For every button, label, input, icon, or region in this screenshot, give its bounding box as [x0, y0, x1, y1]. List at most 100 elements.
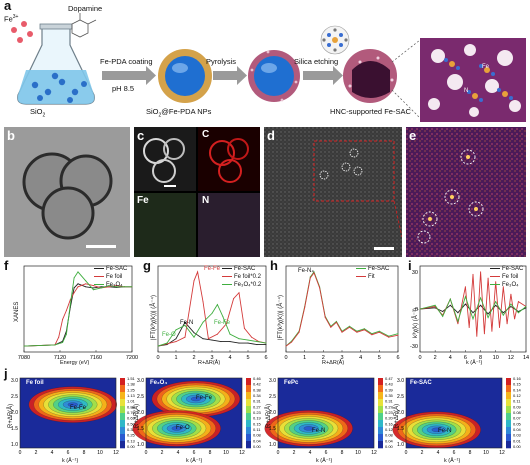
wt-ytick: 2.0	[137, 410, 144, 416]
wt-ylabel-4: R+ΔR(Å)	[394, 403, 400, 428]
sio2-fe-pda-np	[158, 49, 212, 103]
wt-colorbar-segment	[246, 420, 251, 428]
wt-peak-1: Fe-Fe	[70, 405, 87, 411]
wt-colorbar-segment	[378, 392, 383, 400]
wt-xtick: 0	[277, 450, 280, 456]
wt-ytick: 2.0	[269, 410, 276, 416]
chart-g-point	[184, 321, 186, 323]
wt-xtick: 8	[469, 450, 472, 456]
panel-label-d: d	[267, 128, 275, 143]
panel-label-h: h	[270, 258, 278, 273]
chart-i-point	[510, 293, 512, 295]
wt-colorbar-segment	[120, 427, 125, 435]
chart-i-xtick: 0	[418, 355, 421, 361]
wt-contour	[303, 426, 314, 431]
chart-h-series-1	[285, 271, 399, 347]
chart-h-point	[371, 334, 373, 336]
np-label: SiO2@Fe-PDA NPs	[146, 107, 212, 119]
wt-colorbar-label: 0.46	[253, 376, 262, 381]
wt-colorbar-label: 0.08	[385, 433, 394, 438]
wt-colorbar-label: 0.09	[513, 404, 522, 409]
chart-i-point	[510, 306, 512, 307]
chart-f-point	[58, 336, 60, 338]
chart-h-point	[319, 287, 321, 289]
panel-b-tem: b	[4, 127, 130, 257]
i-xlabel: k (Å⁻¹)	[466, 360, 483, 366]
wt-ytick: 3.0	[397, 378, 404, 384]
wt-colorbar-label: 0.19	[253, 416, 262, 421]
wt-colorbar-segment	[378, 413, 383, 421]
wt-xtick: 0	[19, 450, 22, 456]
wt-xtick: 4	[51, 450, 54, 456]
chart-f-point	[77, 283, 79, 285]
wt-colorbar-label: 1.25	[127, 387, 136, 392]
chart-f-frame	[23, 265, 133, 353]
panel-label-b: b	[7, 128, 15, 143]
chart-i-point	[483, 333, 485, 335]
chart-g-point	[238, 342, 240, 344]
wt-colorbar-label: 0.20	[385, 416, 394, 421]
chart-h-point	[349, 326, 350, 328]
chart-f-xtick: 7120	[54, 355, 66, 361]
panel-label-j: j	[4, 366, 8, 381]
wt-colorbar-segment	[120, 385, 125, 393]
chart-f-point	[85, 286, 87, 288]
h-legend-2: Fit	[356, 274, 375, 280]
wt-colorbar-segment	[120, 399, 125, 407]
chart-i-xtick: 2	[434, 355, 437, 361]
chart-f-point	[73, 292, 75, 294]
wt-ytick: 3.0	[11, 378, 18, 384]
chart-i-point	[525, 307, 527, 309]
h-legend-1: Fe-SAC	[356, 266, 389, 272]
wt-xtick: 8	[83, 450, 86, 456]
chart-h-point	[378, 330, 380, 332]
chart-f-point	[65, 333, 67, 335]
wt-map-1: 0 2 4 6 8 10 12 3.0 2.5 2.0 1.5 1.0 1.511.381.251.13…	[11, 376, 136, 456]
wt-colorbar-label: 0.43	[385, 382, 394, 387]
chart-i-xtick: 14	[523, 355, 529, 361]
schematic-drawing	[11, 13, 526, 122]
chart-g-point	[202, 301, 204, 303]
wt-map-3: 0 2 4 6 8 10 12 3.0 2.5 2.0 1.5 1.0 0.470.430.390.35…	[264, 376, 394, 456]
wt-colorbar-label: 0.23	[253, 410, 262, 415]
chart-g-xtick: 4	[228, 355, 231, 361]
chart-g-point	[256, 344, 258, 346]
reaction-flask	[17, 23, 95, 105]
wt-ytick: 1.0	[137, 442, 144, 448]
wt-colorbar-label: 0.31	[385, 399, 394, 404]
chart-f-point	[73, 277, 75, 279]
zoom-line-bottom	[391, 89, 421, 119]
chart-i-point	[472, 273, 474, 275]
h-annot-fe-n4: Fe-N₄	[298, 268, 314, 274]
chart-h-point	[313, 272, 315, 274]
wt-colorbar-label: 0.04	[513, 427, 522, 432]
chart-i-point	[472, 318, 474, 320]
wt-colorbar-label: 0.38	[253, 387, 262, 392]
i-legend-2: Fe foil	[490, 274, 518, 280]
wt-xtick: 4	[309, 450, 312, 456]
wt-colorbar-segment	[506, 427, 511, 435]
g-ylabel: |FT(k³χ(k))| (Å⁻⁴)	[151, 295, 157, 340]
chart-h-point	[371, 333, 373, 335]
wt-xtick: 2	[35, 450, 38, 456]
chart-h-point	[341, 331, 343, 333]
step1-arrow-head	[146, 66, 156, 85]
wt-peak-4: Fe-N	[438, 428, 452, 434]
wt-colorbar-label: 0.15	[513, 382, 522, 387]
wt-colorbar-label: 0.15	[253, 421, 262, 426]
chart-f-point	[92, 285, 94, 287]
wt-colorbar-segment	[378, 385, 383, 393]
chart-h-point	[388, 336, 390, 338]
panel-label-i: i	[408, 258, 412, 273]
wt-colorbar-label: 0.25	[127, 433, 136, 438]
wt-ytick: 1.5	[397, 426, 404, 432]
wt-colorbar-label: 0.27	[253, 404, 262, 409]
chart-i-point	[464, 303, 466, 305]
wt-colorbar-label: 0.47	[385, 376, 394, 381]
chart-h-xtick: 5	[378, 355, 381, 361]
chart-f-point	[100, 286, 102, 288]
chart-i-point	[514, 318, 516, 320]
wt-colorbar-segment	[506, 441, 511, 449]
panel-label-f: f	[4, 258, 9, 273]
chart-i-xtick: 8	[479, 355, 482, 361]
